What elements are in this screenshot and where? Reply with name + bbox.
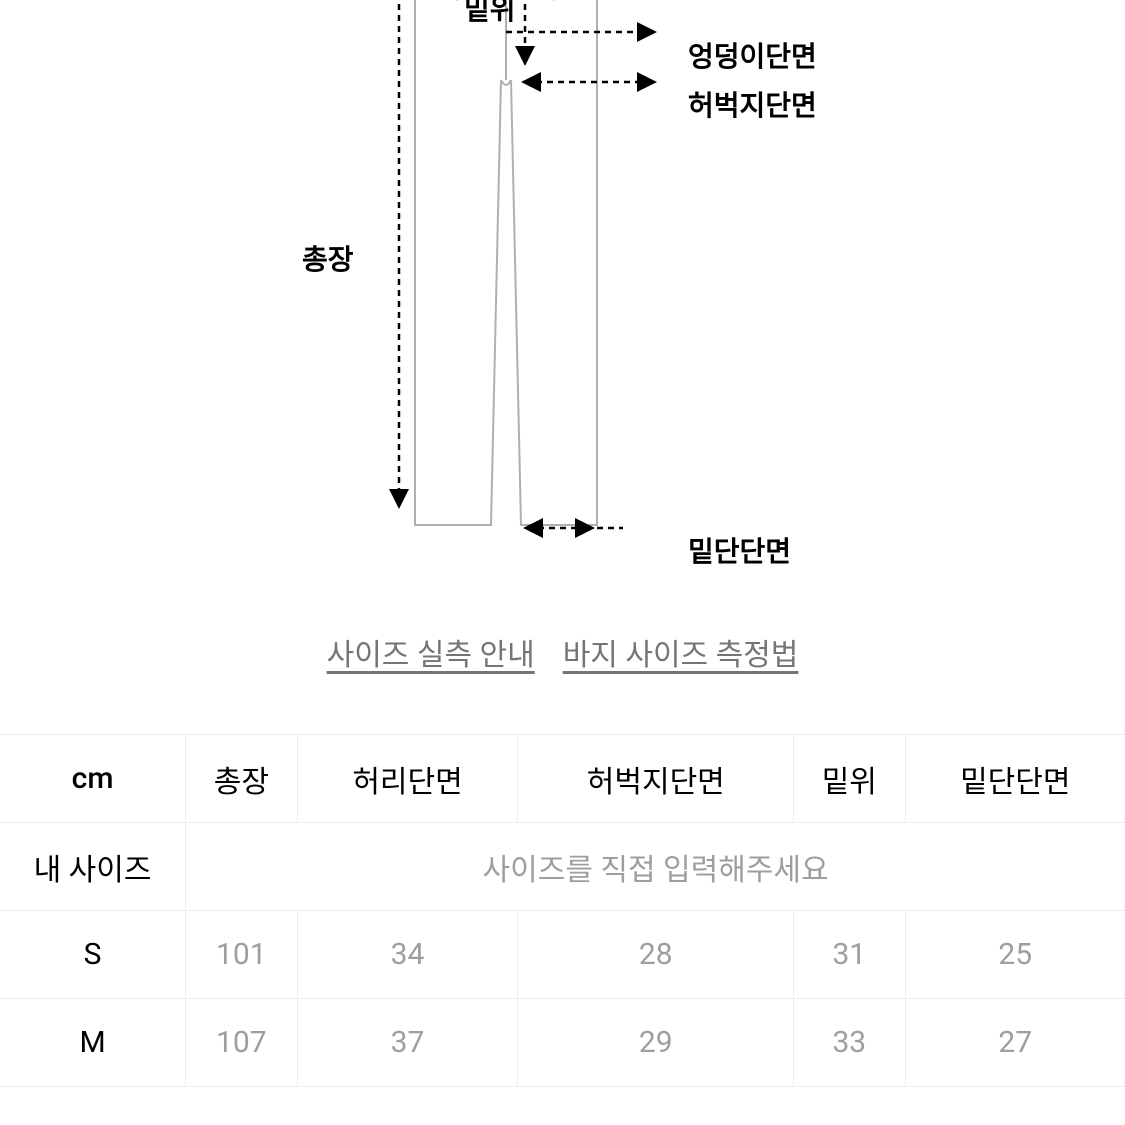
size-row-label: S xyxy=(0,911,186,999)
size-cell: 29 xyxy=(518,999,794,1087)
size-cell: 34 xyxy=(297,911,518,999)
size-cell: 27 xyxy=(905,999,1125,1087)
diagram-label-hem: 밑단단면 xyxy=(688,530,791,570)
table-column-header: 밑단단면 xyxy=(905,735,1125,823)
my-size-row-label: 내 사이즈 xyxy=(0,823,186,911)
size-cell: 107 xyxy=(186,999,297,1087)
table-column-header: 밑위 xyxy=(794,735,905,823)
table-row: M 107 37 29 33 27 xyxy=(0,999,1125,1087)
table-column-header: 총장 xyxy=(186,735,297,823)
table-column-header: 허리단면 xyxy=(297,735,518,823)
pants-diagram-container: 밑위 엉덩이단면 허벅지단면 총장 밑단단면 xyxy=(0,0,1125,600)
size-cell: 37 xyxy=(297,999,518,1087)
links-row: 사이즈 실측 안내 바지 사이즈 측정법 xyxy=(0,630,1125,674)
table-my-size-row[interactable]: 내 사이즈 사이즈를 직접 입력해주세요 xyxy=(0,823,1125,911)
size-cell: 33 xyxy=(794,999,905,1087)
diagram-label-rise: 밑위 xyxy=(464,0,516,28)
link-pants-measure[interactable]: 바지 사이즈 측정법 xyxy=(563,630,799,674)
my-size-placeholder[interactable]: 사이즈를 직접 입력해주세요 xyxy=(186,823,1125,911)
size-cell: 28 xyxy=(518,911,794,999)
size-cell: 25 xyxy=(905,911,1125,999)
table-column-header: 허벅지단면 xyxy=(518,735,794,823)
diagram-label-hip: 엉덩이단면 xyxy=(688,35,817,75)
link-size-guide[interactable]: 사이즈 실측 안내 xyxy=(327,630,535,674)
table-unit-header: cm xyxy=(0,735,186,823)
diagram-label-total-length: 총장 xyxy=(302,238,354,278)
size-table: cm 총장 허리단면 허벅지단면 밑위 밑단단면 내 사이즈 사이즈를 직접 입… xyxy=(0,734,1125,1087)
table-header-row: cm 총장 허리단면 허벅지단면 밑위 밑단단면 xyxy=(0,735,1125,823)
size-cell: 101 xyxy=(186,911,297,999)
size-cell: 31 xyxy=(794,911,905,999)
diagram-label-thigh: 허벅지단면 xyxy=(688,84,817,124)
table-row: S 101 34 28 31 25 xyxy=(0,911,1125,999)
size-row-label: M xyxy=(0,999,186,1087)
